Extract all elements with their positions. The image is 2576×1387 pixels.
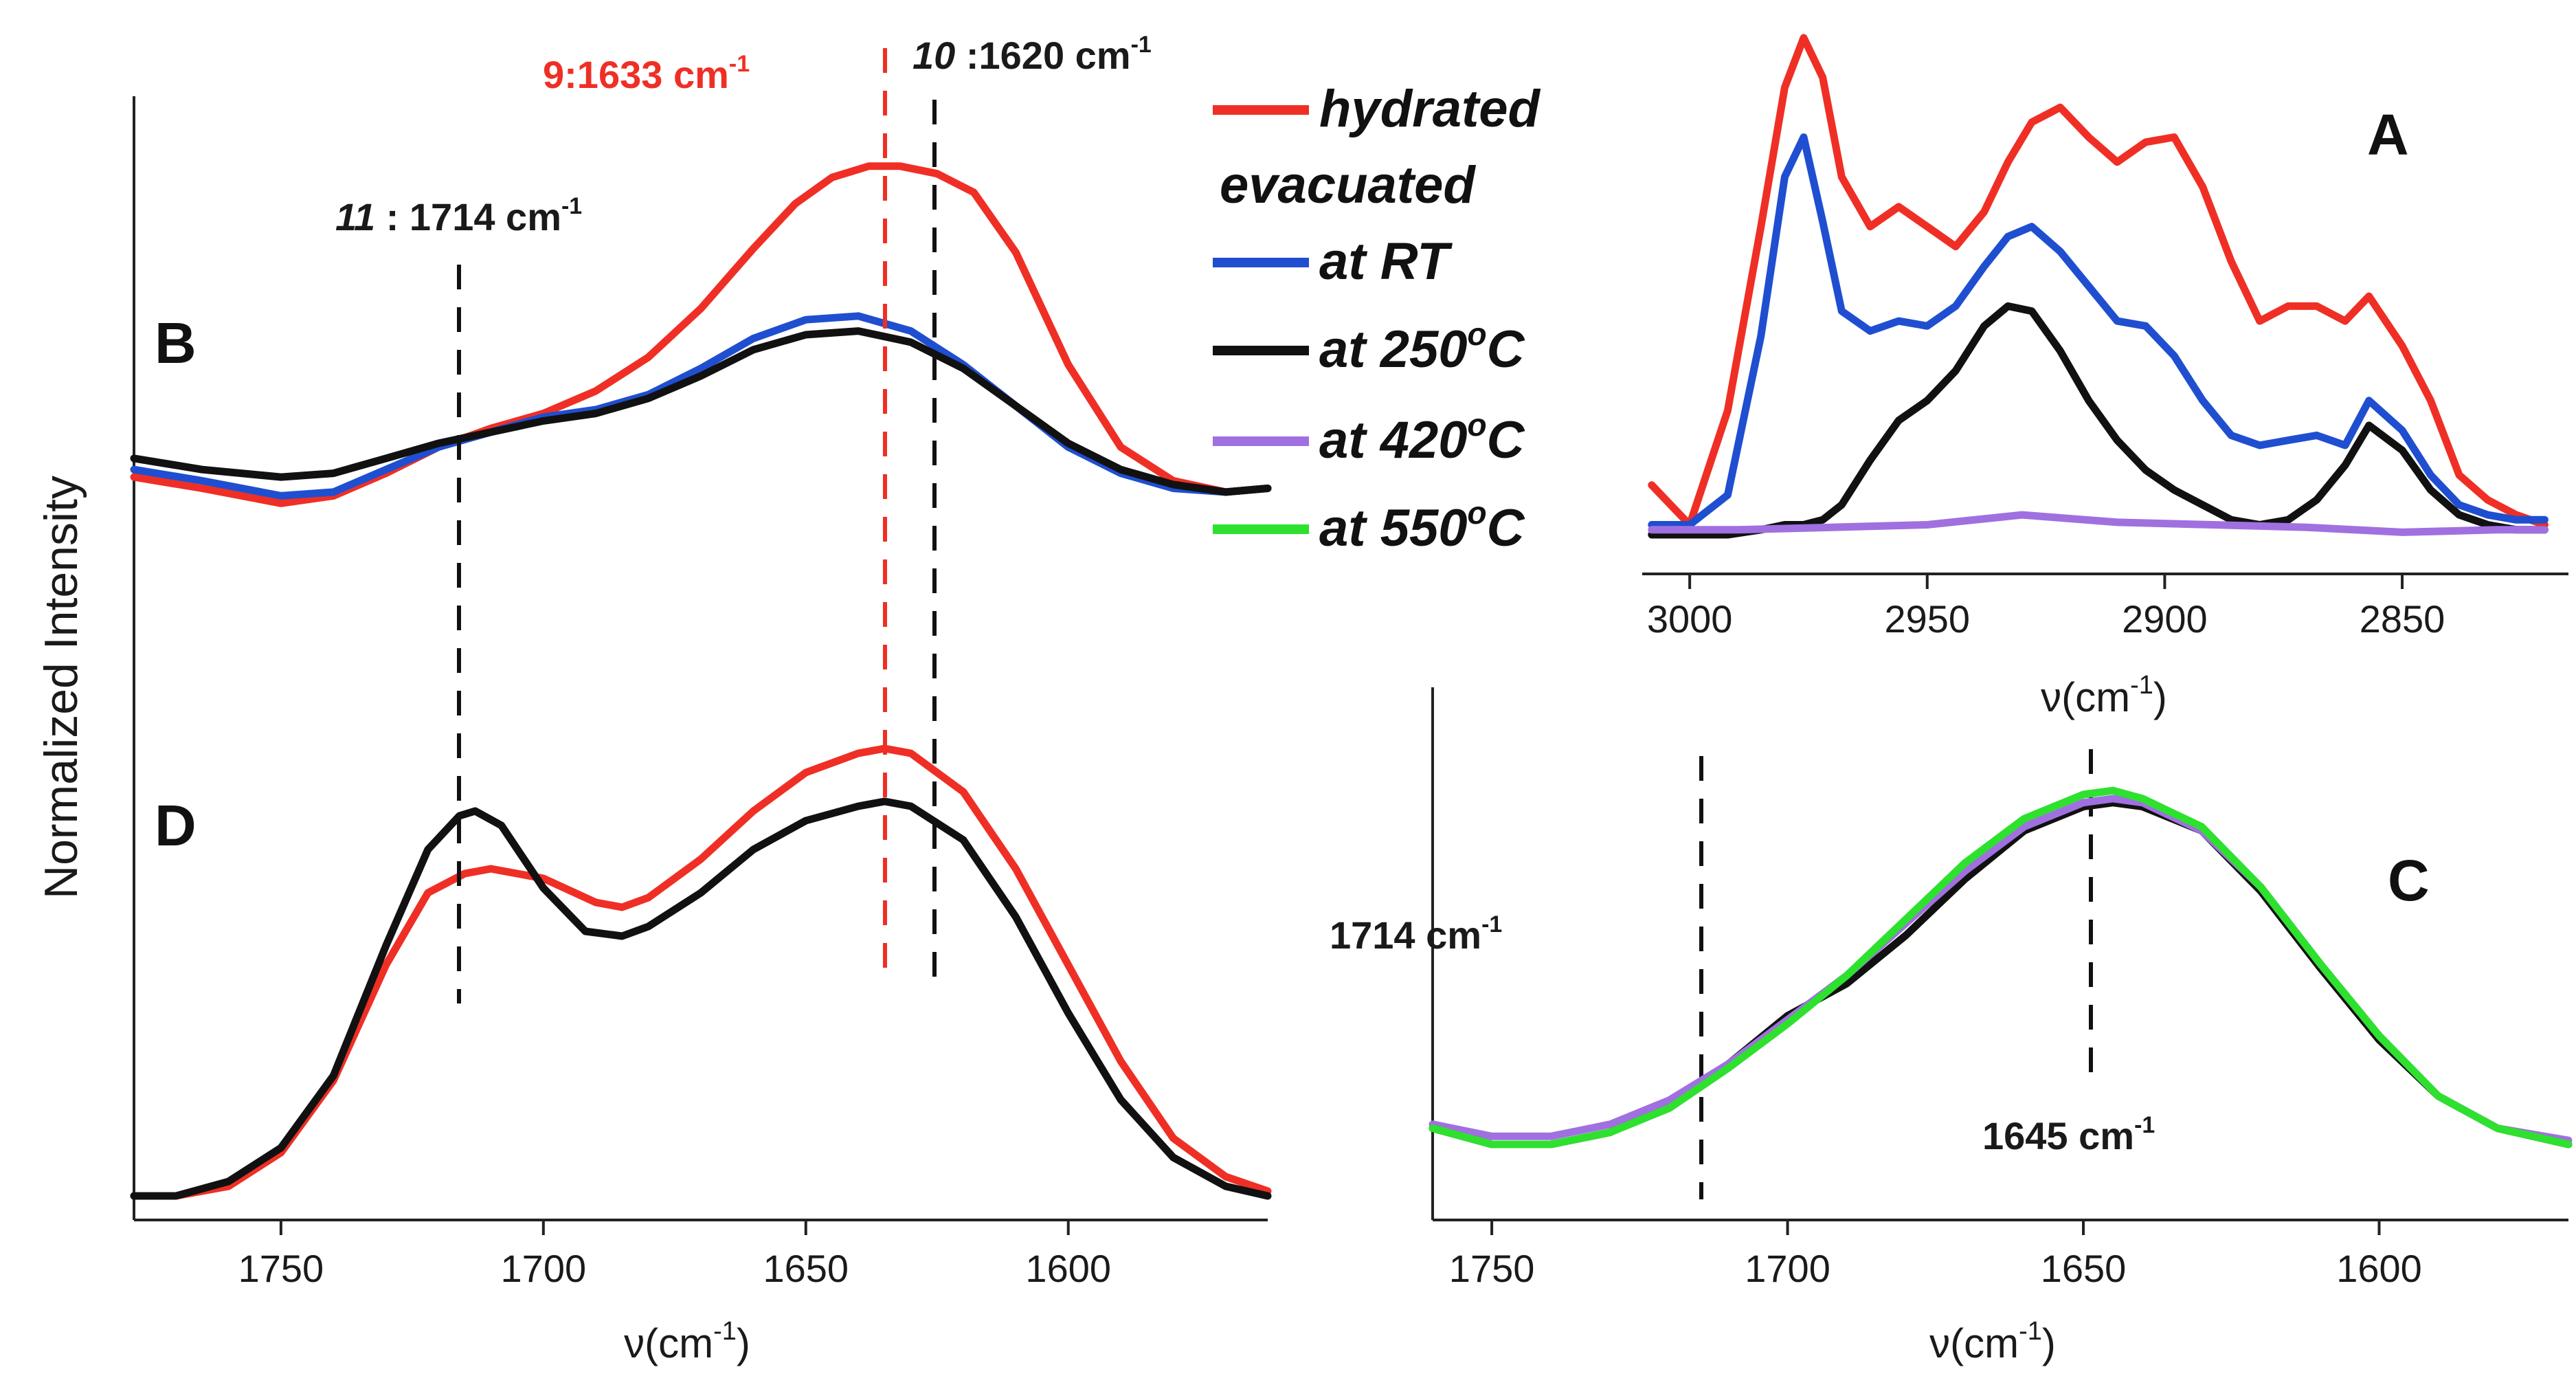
curves-b — [130, 162, 1272, 507]
curves-c — [1429, 786, 2573, 1149]
panel-label-c: C — [2388, 848, 2430, 913]
x-tick-label-c-1700: 1700 — [1745, 1247, 1830, 1290]
x-ticks-a: 3000 2950 2900 2850 — [1647, 574, 2445, 641]
series-c-at-550c — [1429, 786, 2573, 1149]
x-tick-label-d-1600: 1600 — [1025, 1247, 1111, 1290]
x-axis-label-a: ν(cm-1) — [2041, 671, 2167, 720]
x-tick-label-c-1750: 1750 — [1449, 1247, 1535, 1290]
series-d-hydrated — [130, 744, 1272, 1200]
annotation-peak-9: 9:1633 cm-1 — [543, 51, 750, 96]
x-axis-label-d: ν(cm-1) — [624, 1317, 750, 1366]
x-tick-label-d-1650: 1650 — [763, 1247, 849, 1290]
annotation-c-1714: 1714 cm-1 — [1330, 911, 1502, 957]
panel-c: 1750 1700 1650 1600 ν(cm-1) C 1714 cm-1 164… — [1330, 687, 2573, 1366]
panel-label-b: B — [155, 311, 197, 375]
y-axis-label: Normalized Intensity — [35, 476, 87, 899]
panel-label-a: A — [2367, 102, 2409, 167]
series-a-hydrated — [1648, 34, 2549, 529]
legend-label-550: at 550oC — [1319, 495, 1525, 557]
annotation-peak-10: 10 :1620 cm-1 — [912, 32, 1152, 77]
x-tick-label-c-1600: 1600 — [2336, 1247, 2422, 1290]
panel-bd: 1750 1700 1650 1600 ν(cm-1) B D 9:1633 cm-1… — [130, 32, 1272, 1366]
legend-subheader: evacuated — [1220, 156, 1476, 214]
panel-a: 3000 2950 2900 2850 ν(cm-1) A — [1642, 34, 2568, 720]
legend-label-hydrated: hydrated — [1319, 80, 1541, 138]
x-tick-label-c-1650: 1650 — [2041, 1247, 2127, 1290]
series-b-hydrated — [130, 162, 1272, 507]
panel-label-d: D — [155, 793, 197, 858]
curves-d — [130, 744, 1272, 1200]
annotation-c-1645: 1645 cm-1 — [1982, 1112, 2155, 1157]
x-axis-label-c: ν(cm-1) — [1929, 1317, 2056, 1366]
curves-a — [1648, 34, 2549, 539]
x-tick-label-a-2850: 2850 — [2360, 597, 2445, 641]
series-d-at-250c — [130, 797, 1272, 1200]
x-tick-label-a-2900: 2900 — [2122, 597, 2208, 641]
legend-label-420: at 420oC — [1319, 407, 1525, 469]
series-b-at-250c — [130, 327, 1272, 496]
series-a-at-420c — [1648, 511, 2549, 536]
legend-label-rt: at RT — [1319, 232, 1453, 291]
series-a-at-rt — [1648, 133, 2549, 529]
legend-label-250: at 250oC — [1319, 316, 1525, 379]
x-tick-label-d-1750: 1750 — [238, 1247, 324, 1290]
x-ticks-d: 1750 1700 1650 1600 — [238, 1220, 1111, 1290]
x-ticks-c: 1750 1700 1650 1600 — [1449, 1220, 2422, 1290]
x-tick-label-a-3000: 3000 — [1647, 597, 1733, 641]
annotation-peak-11: 11 : 1714 cm-1 — [335, 193, 582, 238]
legend: hydrated evacuated at RT at 250oC at 420… — [1213, 80, 1541, 557]
x-tick-label-a-2950: 2950 — [1884, 597, 1970, 641]
x-tick-label-d-1700: 1700 — [501, 1247, 587, 1290]
series-a-at-250c — [1648, 302, 2549, 539]
